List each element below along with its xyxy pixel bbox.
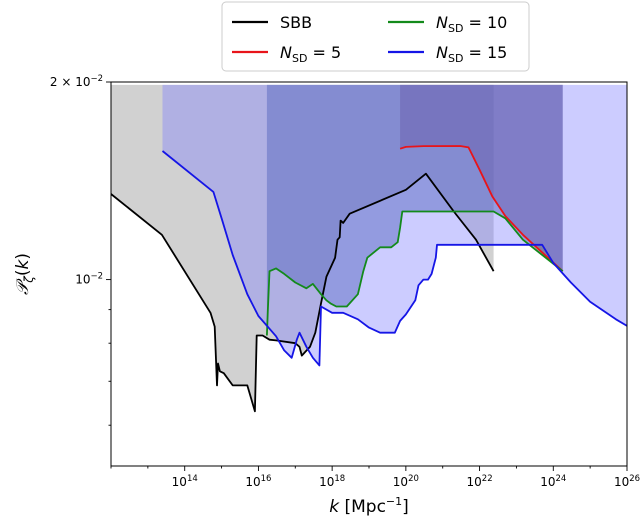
legend-label-n-sd-5: NSD = 5: [280, 43, 341, 65]
x-tick-label: 1020: [393, 474, 419, 489]
y-tick-label: 2 × 10−2: [50, 74, 103, 89]
fill-region-n-sd-15: [162, 84, 627, 366]
x-tick-label: 1018: [319, 474, 345, 489]
x-tick-label: 1026: [614, 474, 640, 489]
legend-box: [221, 1, 530, 72]
fill-region-sbb: [111, 84, 494, 412]
y-tick-label: 10−2: [75, 272, 103, 287]
x-tick-label: 1016: [245, 474, 271, 489]
legend: SBB NSD = 5 NSD = 10 NSD = 15: [221, 1, 530, 72]
x-axis-ticks: 1014 1016 1018 1020 1022 1024 1026: [110, 466, 640, 489]
series-lines: [110, 145, 628, 413]
series-line-n-sd-15: [161, 150, 628, 367]
x-tick-label: 1024: [540, 474, 566, 489]
series-line-sbb: [110, 172, 495, 413]
fill-region-n-sd-10: [266, 84, 563, 336]
y-axis-ticks: 2 × 10−2 10−2: [50, 74, 111, 426]
x-tick-label: 1014: [172, 474, 198, 489]
legend-label-n-sd-10: NSD = 10: [436, 13, 507, 35]
y-axis-label: 𝒫ζ(k): [13, 253, 36, 295]
x-axis-label: k [Mpc−1]: [329, 495, 409, 517]
fill-region-n-sd-5: [400, 84, 563, 272]
series-line-n-sd-10: [266, 210, 564, 336]
series-line-n-sd-5: [399, 145, 564, 272]
x-tick-label: 1022: [467, 474, 493, 489]
legend-label-n-sd-15: NSD = 15: [436, 43, 507, 65]
legend-label-sbb: SBB: [280, 13, 312, 32]
fill-regions: [111, 84, 627, 412]
